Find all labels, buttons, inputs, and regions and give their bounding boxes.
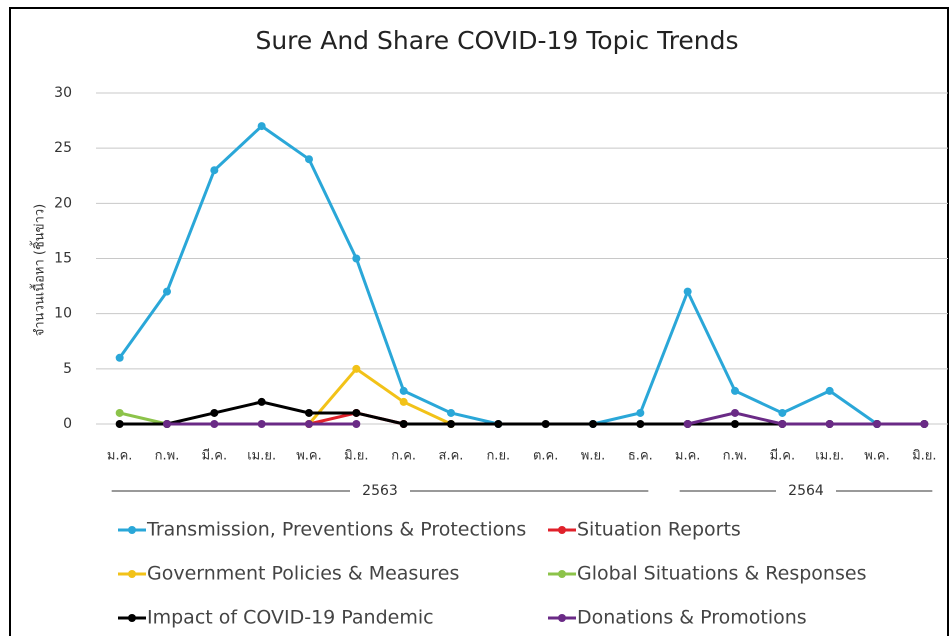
year-label: 2563 [362,483,398,499]
series-point [163,420,171,428]
series-point [825,386,834,395]
series-point [399,386,408,395]
series-line [687,411,925,426]
x-tick-label: เม.ย. [815,449,844,464]
legend-label: Transmission, Preventions & Protections [146,519,526,541]
x-tick-label: มิ.ย. [912,449,936,464]
y-tick-label: 10 [54,306,72,322]
legend-label: Donations & Promotions [577,607,807,629]
series-point [778,408,787,417]
series-point [683,420,692,428]
x-tick-label: ม.ค. [675,449,701,464]
x-tick-label: ก.ค. [391,449,416,464]
y-tick-label: 15 [54,251,72,267]
series-point [210,166,219,175]
x-tick-label: มิ.ย. [344,449,368,464]
x-tick-label: ธ.ค. [628,449,653,464]
x-tick-label: พ.ค. [296,449,322,464]
series-point [257,420,266,428]
legend-swatch [558,526,566,534]
series-point [352,254,361,263]
series-point [447,420,455,428]
series-point [210,420,219,428]
series-point [163,287,171,296]
x-tick-label: พ.ย. [581,449,605,464]
series-point [447,408,455,417]
series-point [305,408,313,417]
legend-label: Situation Reports [577,519,741,541]
x-tick-label: ก.พ. [723,449,748,464]
y-axis-label: จำนวนเนื้อหา (ชิ้นข่าว) [30,204,48,336]
legend-label: Government Policies & Measures [147,563,459,585]
series-point [115,420,124,428]
series-point [352,420,361,428]
series-point [352,408,361,417]
x-tick-label: ส.ค. [439,449,464,464]
series-point [257,122,266,131]
series-point [399,397,408,406]
legend-swatch [558,614,566,622]
series-point [541,420,550,428]
legend-swatch [128,570,136,578]
series-point [920,420,929,428]
series-point [825,420,834,428]
series-point [636,408,645,417]
x-tick-label: เม.ย. [247,449,276,464]
year-label: 2564 [788,483,824,499]
series-point [257,397,266,406]
x-tick-label: พ.ค. [864,449,890,464]
x-tick-label: ต.ค. [533,449,558,464]
legend-label: Global Situations & Responses [577,563,866,585]
series-line [307,366,452,426]
series-point [683,287,692,296]
x-tick-label: มี.ค. [770,448,796,464]
series-point [115,408,124,417]
series-point [115,353,124,362]
x-tick-label: ก.พ. [155,449,180,464]
legend-swatch [128,614,136,622]
y-tick-label: 5 [63,361,72,377]
series-point [210,408,219,417]
y-tick-label: 30 [54,85,72,101]
legend-swatch [558,570,566,578]
series-point [731,408,739,417]
y-tick-label: 0 [63,416,72,432]
series-line [119,411,168,426]
legend-label: Impact of COVID-19 Pandemic [147,607,434,629]
series-point [494,420,503,428]
series-point [778,420,787,428]
series-point [731,386,739,395]
y-tick-label: 25 [54,140,72,156]
x-tick-label: ม.ค. [107,449,133,464]
series-point [873,420,881,428]
series-point [589,420,597,428]
frame [9,7,949,636]
series-point [305,155,313,164]
x-tick-label: ก.ย. [486,449,510,464]
series-point [352,364,361,373]
legend-swatch [128,526,136,534]
y-tick-label: 20 [54,195,72,211]
series-point [731,420,739,428]
chart-title: Sure And Share COVID-19 Topic Trends [255,26,738,55]
x-tick-label: มี.ค. [202,448,228,464]
series-point [636,420,645,428]
series-point [305,420,313,428]
series-point [399,420,408,428]
